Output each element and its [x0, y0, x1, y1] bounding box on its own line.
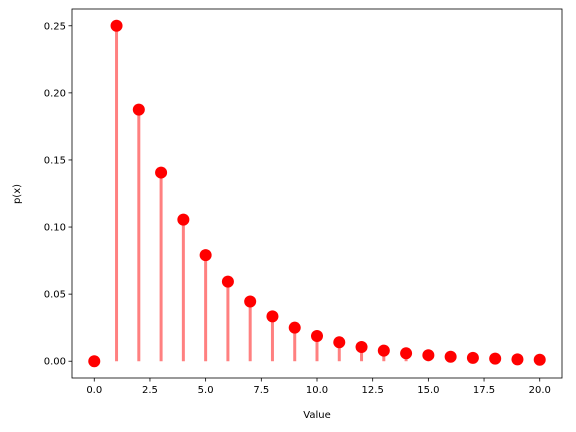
x-tick-label: 2.5: [142, 385, 158, 396]
stem-marker: [355, 341, 368, 354]
x-tick-label: 12.5: [362, 385, 384, 396]
stem-marker: [311, 330, 323, 343]
y-axis-label: p(x): [12, 184, 23, 204]
stem-marker: [533, 353, 546, 366]
stem-marker: [333, 336, 346, 349]
stem-marker: [244, 295, 257, 308]
y-tick-label: 0.25: [44, 21, 66, 32]
stem-marker: [177, 213, 190, 226]
stem-marker: [132, 103, 145, 116]
stem-marker: [155, 166, 168, 179]
y-tick-label: 0.05: [44, 290, 66, 301]
stem-marker: [110, 19, 123, 32]
stem-marker: [444, 350, 457, 363]
y-tick-label: 0.00: [44, 357, 66, 368]
stem-marker: [221, 275, 234, 288]
stem-marker: [377, 344, 390, 357]
stem-marker: [511, 353, 524, 366]
y-tick-label: 0.10: [44, 223, 66, 234]
y-tick-label: 0.15: [44, 155, 66, 166]
x-tick-label: 0.0: [86, 385, 102, 396]
x-tick-label: 20.0: [529, 385, 551, 396]
stem-marker: [266, 310, 279, 323]
stem-marker: [422, 349, 435, 362]
y-tick-label: 0.20: [44, 88, 66, 99]
stem-marker: [489, 352, 502, 365]
stem-marker: [88, 355, 101, 368]
plot-frame: [71, 8, 563, 379]
x-tick-label: 17.5: [473, 385, 495, 396]
x-tick-label: 5.0: [198, 385, 214, 396]
x-tick-label: 7.5: [253, 385, 269, 396]
x-tick-label: 10.0: [306, 385, 328, 396]
x-tick-label: 15.0: [417, 385, 439, 396]
stem-marker: [199, 249, 212, 262]
stem-marker: [288, 321, 301, 334]
stem-marker: [466, 351, 479, 364]
x-axis-label: Value: [303, 410, 330, 421]
stem-marker: [400, 347, 413, 360]
